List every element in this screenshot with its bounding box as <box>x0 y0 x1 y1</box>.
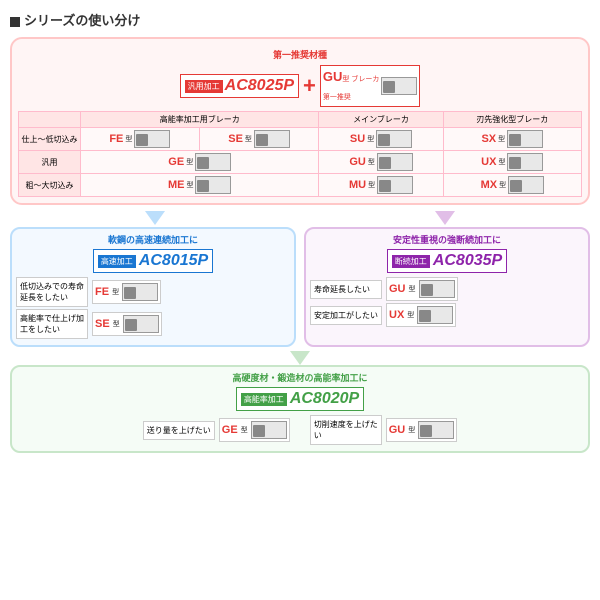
gu-breaker-box: GU型 ブレーカ第一推奨 <box>320 65 420 107</box>
rec-row: 高能率で仕上げ加工をしたいSE型 <box>16 309 290 339</box>
green-badge: 高能率加工 AC8020P <box>236 387 364 411</box>
green-series-box: 高硬度材・鍛造材の高能率加工に 高能率加工 AC8020P 送り量を上げたいGE… <box>10 365 590 453</box>
rec-row: 切削速度を上げたいGU型 <box>310 415 458 445</box>
blue-series-box: 軟鋼の高速連続加工に 高速加工 AC8015P 低切込みでの寿命延長をしたいFE… <box>10 227 296 347</box>
purple-badge: 断続加工 AC8035P <box>387 249 507 273</box>
ac-code-green: AC8020P <box>290 390 359 408</box>
sub-title: 安定性重視の強断続加工に <box>310 233 584 246</box>
arrow-row <box>10 211 590 227</box>
diagram-root: シリーズの使い分け 第一推奨材種 汎用加工 AC8025P + GU型 ブレーカ… <box>0 0 600 463</box>
col-header: 刃先強化型ブレーカ <box>443 112 581 128</box>
rec-row: 安定加工がしたいUX型 <box>310 303 584 327</box>
breaker-table: 高能率加工用ブレーカ メインブレーカ 刃先強化型ブレーカ 仕上～低切込み FE型… <box>18 111 582 197</box>
purple-series-box: 安定性重視の強断続加工に 断続加工 AC8035P 寿命延長したいGU型 安定加… <box>304 227 590 347</box>
ac-code-purple: AC8035P <box>433 252 502 270</box>
main-series-box: 第一推奨材種 汎用加工 AC8025P + GU型 ブレーカ第一推奨 高能率加工… <box>10 37 590 205</box>
arrow-down-icon <box>145 211 165 225</box>
col-header: メインブレーカ <box>319 112 443 128</box>
top-label: 第一推奨材種 <box>273 48 327 61</box>
main-badge: 汎用加工 AC8025P <box>180 74 299 98</box>
arrow-down-icon <box>435 211 455 225</box>
insert-icon <box>381 77 417 95</box>
plus-icon: + <box>303 73 316 99</box>
rec-row: 低切込みでの寿命延長をしたいFE型 <box>16 277 290 307</box>
col-header: 高能率加工用ブレーカ <box>81 112 319 128</box>
ac-code-main: AC8025P <box>225 77 294 95</box>
table-row: 仕上～低切込み FE型 SE型 SU型 SX型 <box>19 128 582 151</box>
page-title: シリーズの使い分け <box>10 10 590 29</box>
table-row: 汎用 GE型 GU型 UX型 <box>19 151 582 174</box>
blue-badge: 高速加工 AC8015P <box>93 249 213 273</box>
sub-title: 軟鋼の高速連続加工に <box>16 233 290 246</box>
sub-title: 高硬度材・鍛造材の高能率加工に <box>16 371 584 384</box>
rec-row: 送り量を上げたいGE型 <box>143 415 290 445</box>
table-row: 粗～大切込み ME型 MU型 MX型 <box>19 174 582 197</box>
arrow-down-icon <box>290 351 310 365</box>
ac-code-blue: AC8015P <box>139 252 208 270</box>
rec-row: 寿命延長したいGU型 <box>310 277 584 301</box>
main-header-row: 汎用加工 AC8025P + GU型 ブレーカ第一推奨 <box>18 65 582 107</box>
